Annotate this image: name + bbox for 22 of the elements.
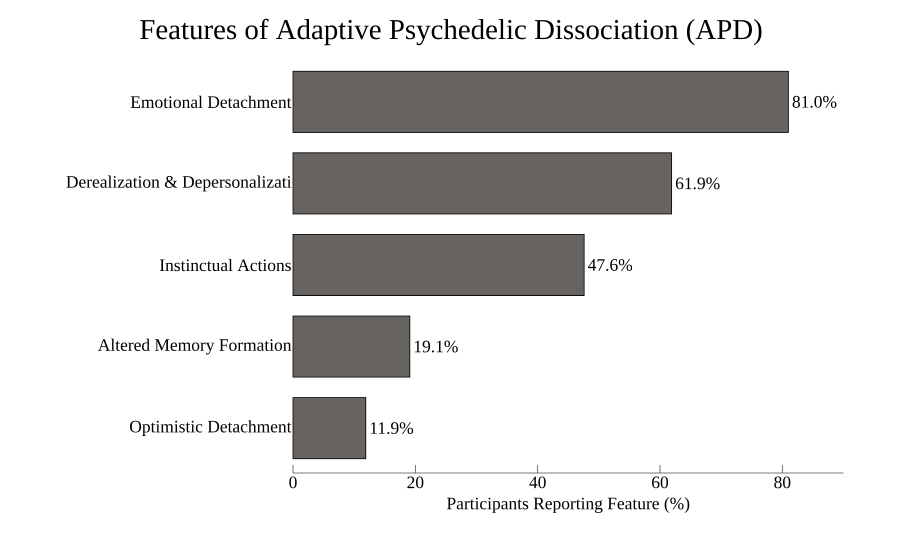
- bar: [292, 316, 410, 378]
- data-label: 81.0%: [792, 96, 836, 108]
- bar: [292, 70, 789, 133]
- y-tick-label: Emotional Detachment: [130, 96, 292, 108]
- data-label: 11.9%: [370, 422, 414, 434]
- x-tick-label: 80: [774, 476, 790, 488]
- data-label: 19.1%: [414, 340, 458, 352]
- y-tick-label: Optimistic Detachment: [130, 420, 292, 436]
- chart-title: Features of Adaptive Psychedelic Dissociation (APD): [140, 18, 762, 46]
- x-tick-label: 0: [289, 476, 297, 488]
- data-label: 61.9%: [676, 178, 720, 190]
- bar: [292, 234, 585, 296]
- y-tick-label: Altered Memory Formation: [98, 338, 292, 354]
- y-tick-label: Instinctual Actions: [160, 258, 291, 272]
- bar: [292, 152, 672, 214]
- bar: [292, 397, 366, 460]
- x-tick-label: 20: [407, 476, 424, 488]
- x-axis-title: Participants Reporting Feature (%): [446, 497, 690, 513]
- x-tick-label: 60: [652, 476, 668, 488]
- data-label: 47.6%: [588, 259, 632, 271]
- y-tick-label: Derealization & Depersonalizati: [66, 176, 292, 192]
- x-tick-label: 40: [529, 476, 546, 488]
